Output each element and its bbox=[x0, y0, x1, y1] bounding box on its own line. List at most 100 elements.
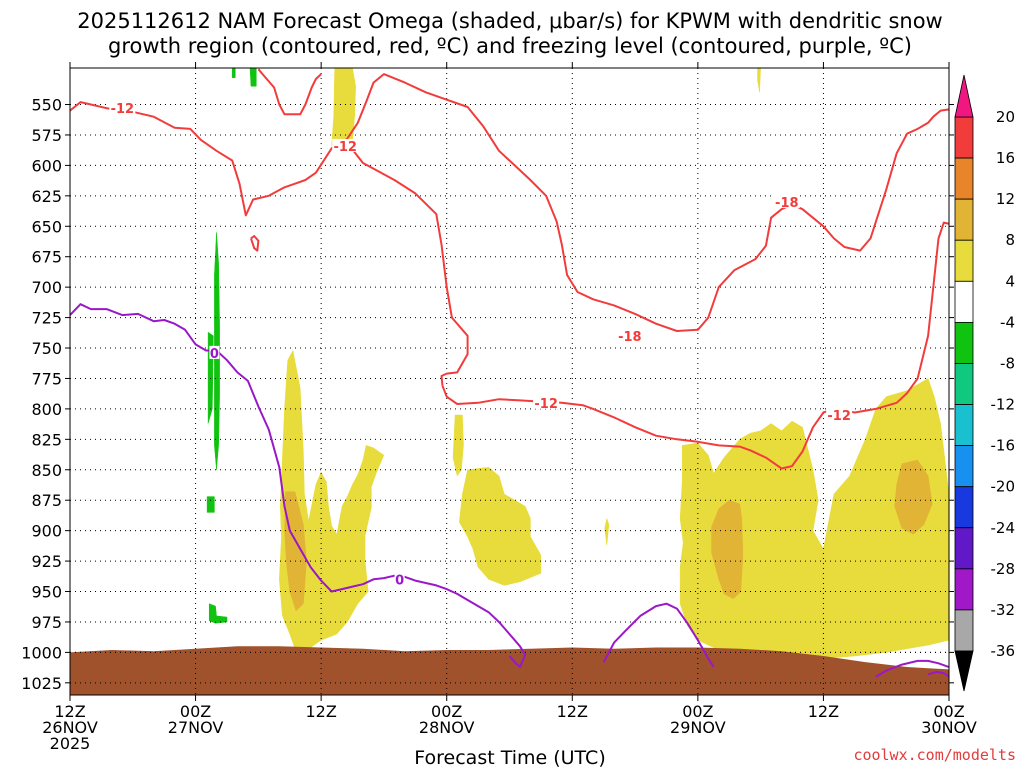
colorbar-swatch-12 bbox=[954, 609, 974, 652]
x-tick-label-4-0: 12Z bbox=[557, 702, 588, 721]
x-tick-label-0-1: 26NOV bbox=[42, 718, 98, 737]
contour-label-bg-1 bbox=[332, 138, 359, 152]
y-tick-label-16: 950 bbox=[31, 583, 62, 602]
omega-region-14 bbox=[249, 68, 257, 87]
colorbar-swatch-9 bbox=[954, 486, 974, 529]
y-tick-label-15: 925 bbox=[31, 552, 62, 571]
omega-region-6 bbox=[757, 68, 761, 93]
x-tick-label-2-0: 12Z bbox=[305, 702, 336, 721]
credit-text: coolwx.com/modelts bbox=[853, 746, 1016, 764]
contour-label-bg-6 bbox=[209, 345, 220, 359]
colorbar-swatch-2 bbox=[954, 198, 974, 241]
contour-dgz_conn bbox=[351, 148, 469, 386]
omega-region-2 bbox=[452, 414, 464, 477]
colorbar-level-10: -24 bbox=[991, 519, 1016, 537]
contour-label-bg-5 bbox=[826, 407, 853, 421]
y-tick-label-0: 550 bbox=[31, 96, 62, 115]
colorbar-swatch-7 bbox=[954, 404, 974, 447]
y-tick-label-17: 975 bbox=[31, 613, 62, 632]
y-tick-label-11: 825 bbox=[31, 430, 62, 449]
x-tick-label-1-1: 27NOV bbox=[168, 718, 224, 737]
omega-region-12 bbox=[206, 496, 215, 513]
contour-label-2: -18 bbox=[775, 196, 799, 211]
colorbar-swatch-10 bbox=[954, 527, 974, 570]
chart-title-line2: growth region (contoured, red, ºC) and f… bbox=[108, 34, 912, 58]
y-tick-label-10: 800 bbox=[31, 400, 62, 419]
omega-region-9 bbox=[894, 459, 933, 535]
omega-shading bbox=[206, 68, 949, 660]
y-tick-label-4: 650 bbox=[31, 217, 62, 236]
contour-label-4: -12 bbox=[534, 397, 558, 412]
y-tick-label-9: 775 bbox=[31, 369, 62, 388]
contour-freezing_d bbox=[927, 670, 949, 678]
contour-dgz_upper_b bbox=[257, 68, 322, 116]
omega-region-8 bbox=[711, 499, 744, 600]
omega-region-3 bbox=[459, 467, 542, 586]
contour-label-5: -12 bbox=[827, 409, 851, 424]
colorbar-level-2: 12 bbox=[996, 190, 1015, 208]
colorbar-swatch-3 bbox=[954, 239, 974, 282]
omega-region-7 bbox=[284, 491, 307, 612]
colorbar-level-9: -20 bbox=[991, 478, 1016, 496]
colorbar-top-arrow bbox=[954, 74, 974, 118]
chart-title-line1: 2025112612 NAM Forecast Omega (shaded, μ… bbox=[77, 9, 942, 33]
colorbar-swatch-5 bbox=[954, 321, 974, 364]
y-tick-label-6: 700 bbox=[31, 278, 62, 297]
terrain-fill bbox=[70, 646, 949, 695]
colorbar-level-5: -4 bbox=[1000, 313, 1015, 331]
contour-label-bg-4 bbox=[533, 395, 560, 409]
y-tick-label-3: 625 bbox=[31, 187, 62, 206]
contour-freezing bbox=[70, 303, 527, 668]
colorbar-level-8: -16 bbox=[991, 437, 1016, 455]
colorbar-swatch-4 bbox=[954, 280, 974, 323]
contour-labels: -12 -12 -18 -18 -12 -12 0 0 bbox=[109, 101, 853, 588]
x-tick-label-3-1: 28NOV bbox=[419, 718, 475, 737]
contour-freezing_b bbox=[602, 602, 715, 668]
contour-label-bg-7 bbox=[394, 572, 405, 586]
colorbar-swatch-11 bbox=[954, 568, 974, 611]
contour-label-bg-3 bbox=[616, 328, 643, 342]
x-tick-label-6-0: 12Z bbox=[808, 702, 839, 721]
contour-dgz_upper bbox=[70, 73, 949, 332]
y-tick-label-14: 900 bbox=[31, 522, 62, 541]
y-tick-label-7: 725 bbox=[31, 309, 62, 328]
colorbar-swatch-6 bbox=[954, 363, 974, 405]
y-tick-label-5: 675 bbox=[31, 248, 62, 267]
terrain-polygon bbox=[70, 646, 949, 695]
colorbar-level-12: -32 bbox=[991, 601, 1016, 619]
x-axis-label: Forecast Time (UTC) bbox=[414, 747, 605, 768]
y-tick-label-8: 750 bbox=[31, 339, 62, 358]
y-tick-label-12: 850 bbox=[31, 461, 62, 480]
contour-dgz_blob bbox=[250, 235, 260, 252]
colorbar-level-7: -12 bbox=[991, 396, 1016, 414]
x-tick-label-1-0: 00Z bbox=[180, 702, 211, 721]
x-tick-label-3-0: 00Z bbox=[431, 702, 462, 721]
contour-label-0: -12 bbox=[111, 102, 135, 117]
colorbar-level-1: 16 bbox=[996, 149, 1015, 167]
omega-region-15 bbox=[231, 68, 236, 78]
colorbar-level-0: 20 bbox=[996, 108, 1015, 126]
y-tick-label-19: 1025 bbox=[21, 674, 62, 693]
y-tick-label-18: 1000 bbox=[21, 643, 62, 662]
contour-label-6: 0 bbox=[210, 347, 219, 362]
x-tick-label-5-1: 29NOV bbox=[670, 718, 726, 737]
contour-label-1: -12 bbox=[333, 140, 357, 155]
y-tick-label-1: 575 bbox=[31, 126, 62, 145]
colorbar-level-3: 8 bbox=[1005, 231, 1015, 249]
contour-label-bg-0 bbox=[109, 101, 136, 115]
colorbar-swatch-8 bbox=[954, 445, 974, 488]
colorbar-bottom-arrow bbox=[954, 650, 974, 692]
x-tick-label-0-0: 12Z bbox=[54, 702, 85, 721]
colorbar-swatch-0 bbox=[954, 116, 974, 159]
colorbar-level-6: -8 bbox=[1000, 354, 1015, 372]
colorbar-level-4: 4 bbox=[1005, 272, 1015, 290]
omega-region-13 bbox=[208, 603, 228, 624]
contour-freezing_c bbox=[875, 659, 949, 678]
colorbar: 20 16 12 8 4 -4 -8 -12 -16 -20 -24 -28 -32 -36 bbox=[954, 74, 1016, 692]
x-tick-label-5-0: 00Z bbox=[682, 702, 713, 721]
contour-label-3: -18 bbox=[618, 330, 642, 345]
y-tick-label-13: 875 bbox=[31, 491, 62, 510]
omega-region-5 bbox=[604, 517, 610, 546]
